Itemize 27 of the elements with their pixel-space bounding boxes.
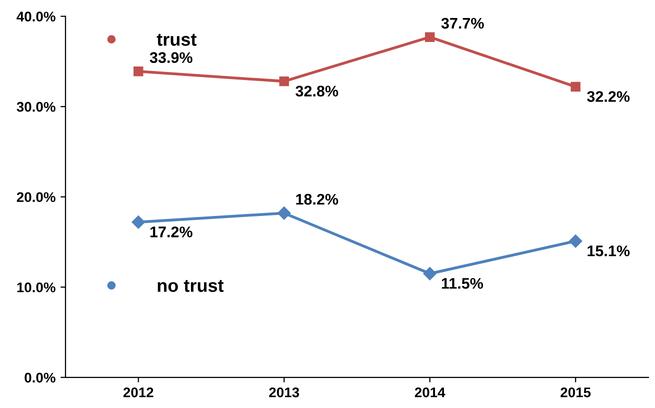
data-label: 32.2% [587,91,630,102]
data-label: 37.7% [441,18,484,29]
point [132,216,145,229]
data-label: 33.9% [150,52,192,64]
data-label: 18.2% [296,194,338,205]
x-tick-label: 2014 [414,387,446,398]
legend-label: no trust [158,280,224,292]
y-tick-label: 0.0% [24,372,56,383]
data-label: 32.8% [296,86,338,97]
point [568,234,582,248]
point [134,66,144,76]
point [570,82,580,92]
point [278,206,291,220]
legend-label: trust [156,34,197,46]
y-tick-label: 20.0% [16,192,56,202]
data-label: 11.5% [442,278,484,289]
y-tick-label: 30.0% [16,102,56,112]
point [279,76,289,86]
x-tick-label: 2013 [269,387,300,398]
y-tick-label: 40.0% [16,12,56,22]
point [423,267,436,280]
data-label: 15.1% [588,246,630,256]
data-label: 17.2% [150,226,192,238]
point [424,32,435,42]
x-tick-label: 2012 [123,387,154,398]
x-tick-label: 2015 [560,387,591,398]
y-tick-label: 10.0% [17,282,56,292]
